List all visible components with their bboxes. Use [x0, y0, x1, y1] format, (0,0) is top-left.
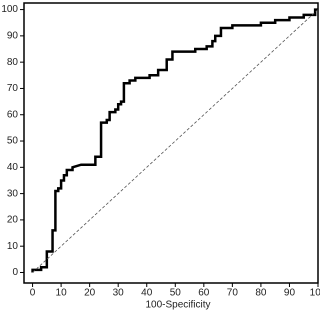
- y-tick-label: 40: [7, 162, 19, 173]
- y-tick-label: 70: [7, 83, 19, 94]
- x-tick-label: 50: [170, 288, 182, 299]
- y-tick-label: 60: [7, 109, 19, 120]
- x-tick-label: 10: [56, 288, 68, 299]
- x-tick-label: 40: [141, 288, 153, 299]
- x-tick-label: 30: [113, 288, 125, 299]
- x-tick-label: 20: [84, 288, 96, 299]
- x-tick-label: 90: [284, 288, 296, 299]
- roc-curve: [31, 8, 318, 273]
- y-tick-label: 90: [7, 31, 19, 42]
- y-tick-label: 0: [12, 267, 18, 278]
- x-tick-label: 60: [198, 288, 210, 299]
- reference-line: [32, 9, 319, 273]
- y-tick-label: 20: [7, 215, 19, 226]
- y-tick-label: 10: [7, 241, 19, 252]
- y-tick-label: 50: [7, 136, 19, 147]
- plot-frame: [23, 2, 319, 284]
- x-tick-label: 0: [30, 288, 36, 299]
- y-tick-label: 100: [1, 4, 18, 15]
- y-tick-label: 80: [7, 57, 19, 68]
- y-tick-label: 30: [7, 188, 19, 199]
- x-tick-label: 100: [310, 288, 320, 299]
- x-axis-label: 100-Specificity: [145, 300, 210, 311]
- x-tick-label: 80: [255, 288, 267, 299]
- x-tick-label: 70: [227, 288, 239, 299]
